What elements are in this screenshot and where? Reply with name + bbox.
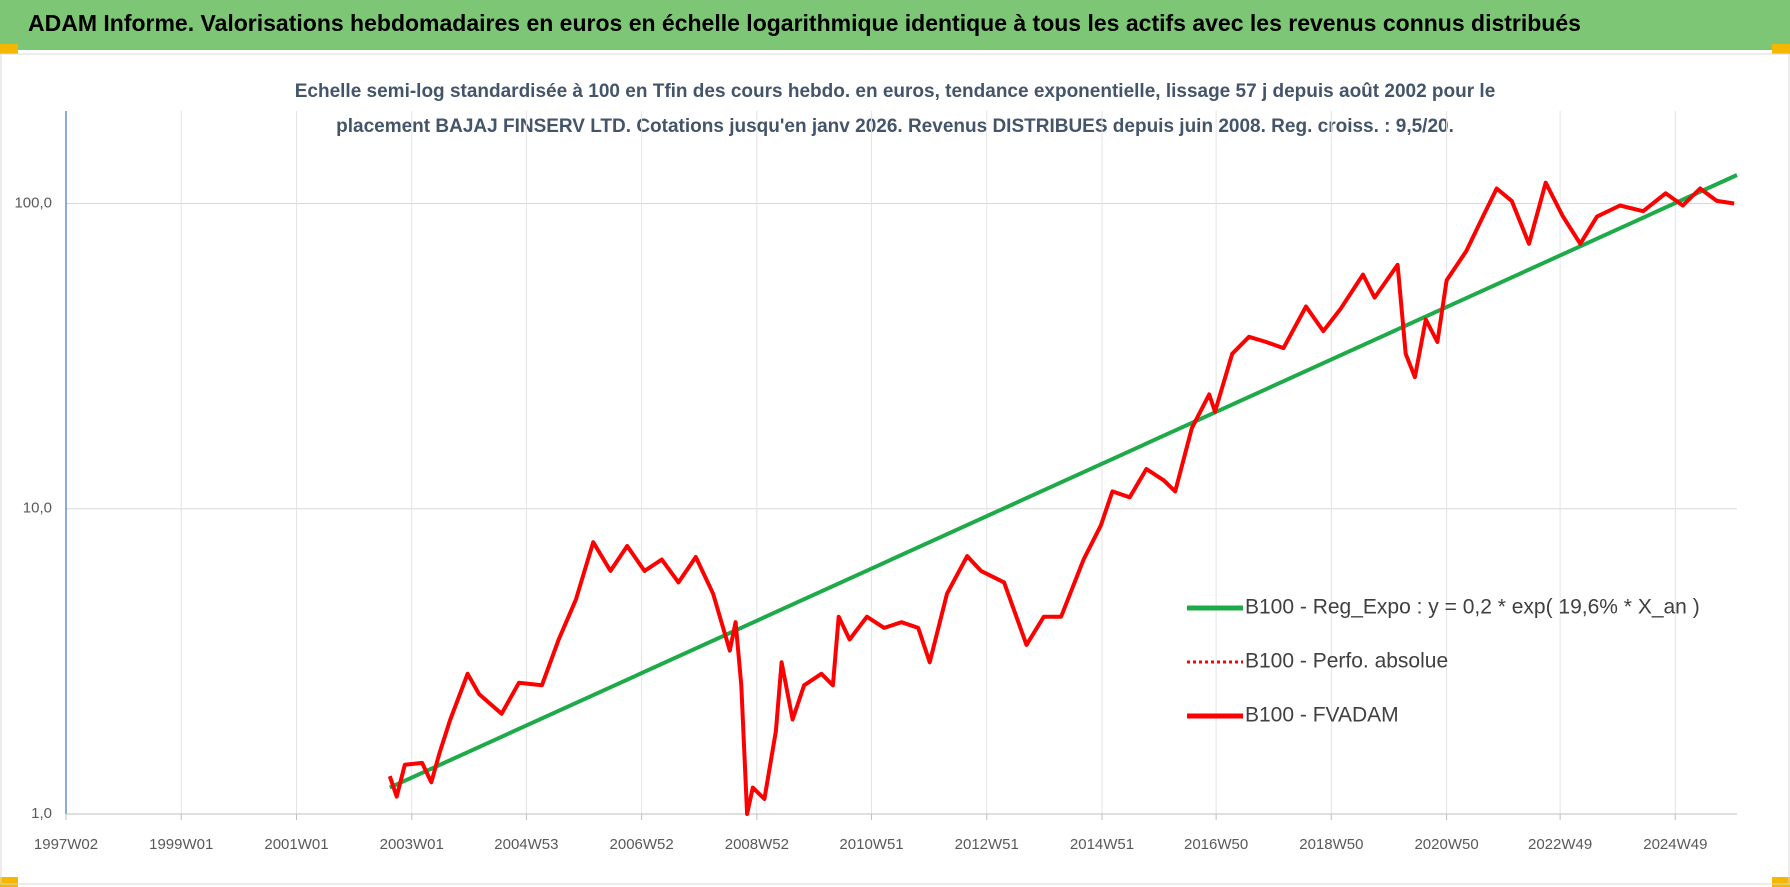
series-line [388, 173, 1738, 790]
y-tick-label: 100,0 [14, 195, 52, 212]
x-tick-label: 2024W49 [1643, 836, 1707, 853]
x-tick-label: 1997W02 [34, 836, 98, 853]
corner [0, 877, 18, 887]
series-line [387, 180, 1735, 816]
x-tick-label: 2020W50 [1414, 836, 1478, 853]
x-tick-label: 2016W50 [1184, 836, 1248, 853]
x-tick-label: 2001W01 [264, 836, 328, 853]
chart-title: ADAM Informe. Valorisations hebdomadaire… [28, 10, 1581, 36]
x-tick-label: 2008W52 [725, 836, 789, 853]
corner [1772, 44, 1790, 54]
header-bar [0, 0, 1790, 50]
corner [0, 44, 18, 54]
legend: B100 - Reg_Expo : y = 0,2 * exp( 19,6% *… [1187, 596, 1700, 727]
plot [387, 173, 1738, 816]
legend-label: B100 - Perfo. absolue [1245, 650, 1448, 673]
grid: 1,0 10,0 100,0 1997W02 1999W01 2001W01 2003W01… [14, 111, 1737, 853]
x-tick-label: 2010W51 [839, 836, 903, 853]
chart-subtitle: placement BAJAJ FINSERV LTD. Cotations j… [336, 116, 1454, 137]
x-tick-label: 2012W51 [955, 836, 1019, 853]
x-tick-label: 1999W01 [149, 836, 213, 853]
legend-label: B100 - Reg_Expo : y = 0,2 * exp( 19,6% *… [1245, 596, 1700, 619]
x-tick-label: 2003W01 [380, 836, 444, 853]
frame [0, 53, 1790, 885]
x-tick-label: 2022W49 [1528, 836, 1592, 853]
legend-label: B100 - FVADAM [1245, 704, 1399, 727]
chart-subtitle: Echelle semi-log standardisée à 100 en T… [295, 81, 1496, 102]
x-tick-label: 2006W52 [610, 836, 674, 853]
y-tick-label: 1,0 [31, 805, 52, 822]
corner [1772, 877, 1790, 887]
x-tick-label: 2014W51 [1070, 836, 1134, 853]
x-tick-label: 2004W53 [494, 836, 558, 853]
y-tick-label: 10,0 [23, 500, 52, 517]
x-tick-label: 2018W50 [1299, 836, 1363, 853]
